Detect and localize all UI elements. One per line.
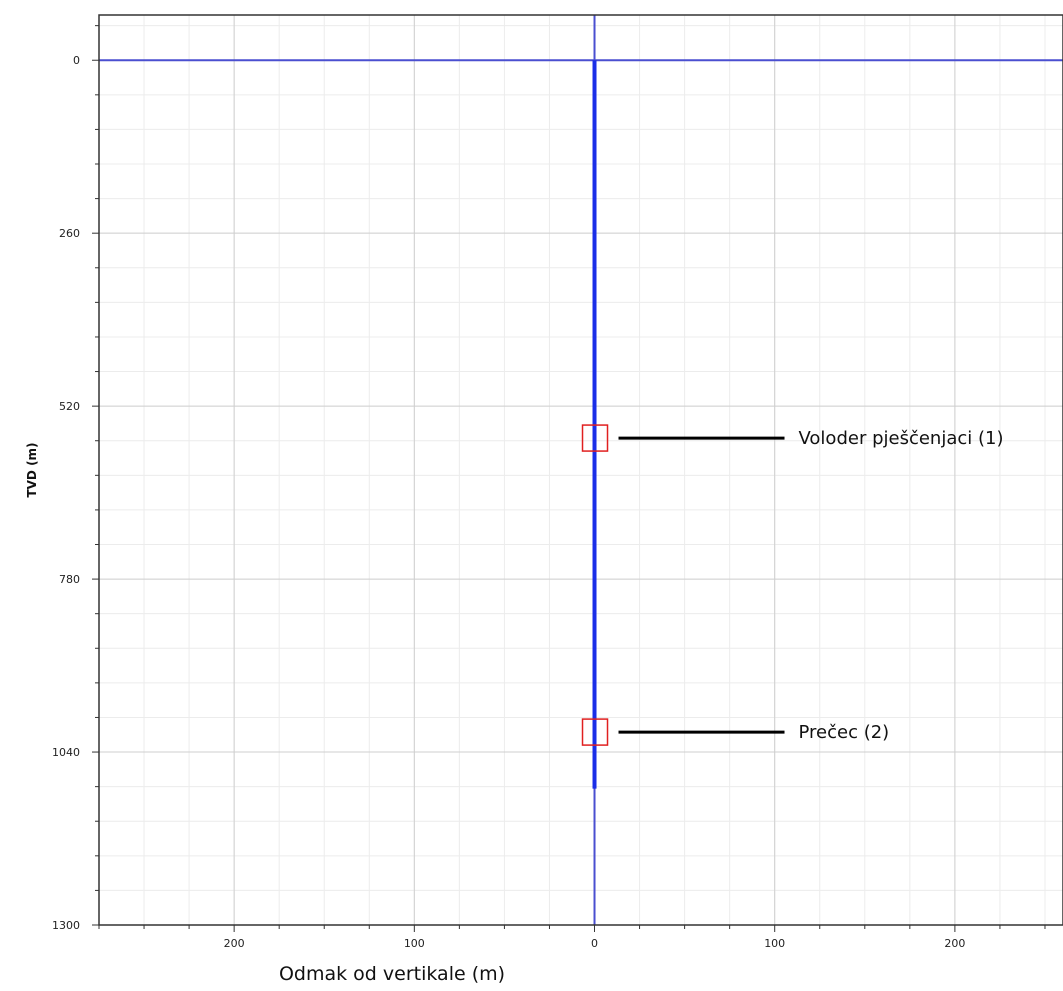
- reference-lines: [99, 15, 1063, 925]
- annotation-label: Prečec (2): [799, 722, 890, 743]
- annotations: Voloder pješčenjaci (1) Prečec (2): [581, 424, 1004, 746]
- y-tick-label: 260: [59, 227, 80, 240]
- y-axis-title: TVD (m): [25, 442, 39, 497]
- minor-grid: [98, 15, 1063, 926]
- axis-ticks: [92, 25, 1046, 932]
- x-tick-label: 0: [591, 937, 598, 950]
- y-tick-label: 1040: [52, 746, 80, 759]
- x-tick-label: 100: [404, 937, 425, 950]
- y-tick-label: 520: [59, 400, 80, 413]
- y-tick-label: 780: [59, 573, 80, 586]
- plot-frame: [98, 14, 1063, 926]
- x-tick-label: 200: [224, 937, 245, 950]
- formation-marker-box: [581, 718, 609, 746]
- formation-marker-box: [581, 424, 609, 452]
- y-tick-label: 0: [73, 54, 80, 67]
- x-tick-label: 100: [764, 937, 785, 950]
- annotation-label: Voloder pješčenjaci (1): [799, 428, 1004, 449]
- major-grid: [99, 15, 1063, 926]
- y-tick-label: 1300: [52, 919, 80, 932]
- x-tick-label: 200: [944, 937, 965, 950]
- x-axis-title: Odmak od vertikale (m): [279, 963, 505, 985]
- tick-labels: 200 100 0 100 200 0 260 520 780 1040 1300: [52, 54, 965, 950]
